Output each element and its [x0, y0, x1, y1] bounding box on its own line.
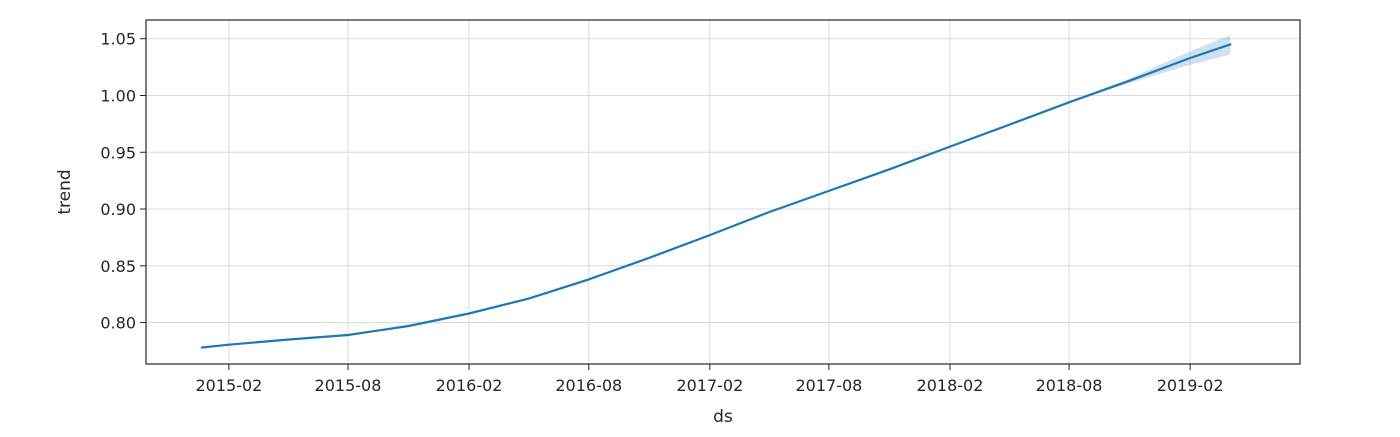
y-tick-label: 1.00 [100, 86, 136, 105]
y-axis-ticks: 0.80 0.85 0.90 0.95 1.00 1.05 [100, 30, 146, 333]
y-tick-label: 0.80 [100, 314, 136, 333]
x-tick-label: 2018-02 [917, 376, 984, 395]
y-tick-label: 0.90 [100, 200, 136, 219]
uncertainty-band [1069, 35, 1231, 103]
y-tick-label: 1.05 [100, 30, 136, 49]
grid-layer [146, 20, 1300, 364]
x-tick-label: 2017-08 [795, 376, 862, 395]
x-tick-label: 2015-08 [315, 376, 382, 395]
x-tick-label: 2017-02 [676, 376, 743, 395]
y-tick-label: 0.85 [100, 257, 136, 276]
x-tick-label: 2019-02 [1157, 376, 1224, 395]
x-tick-label: 2016-02 [436, 376, 503, 395]
series-line-layer [200, 43, 1232, 349]
x-axis-ticks: 2015-02 2015-08 2016-02 2016-08 2017-02 2017-… [195, 364, 1224, 395]
trend-line [200, 43, 1232, 349]
x-axis-label: ds [713, 407, 733, 427]
x-tick-label: 2015-02 [195, 376, 262, 395]
x-tick-label: 2018-08 [1036, 376, 1103, 395]
y-tick-label: 0.95 [100, 143, 136, 162]
x-tick-label: 2016-08 [555, 376, 622, 395]
plot-frame [145, 19, 1301, 365]
y-axis-label: trend [55, 169, 75, 214]
uncertainty-band-layer [1069, 35, 1231, 103]
